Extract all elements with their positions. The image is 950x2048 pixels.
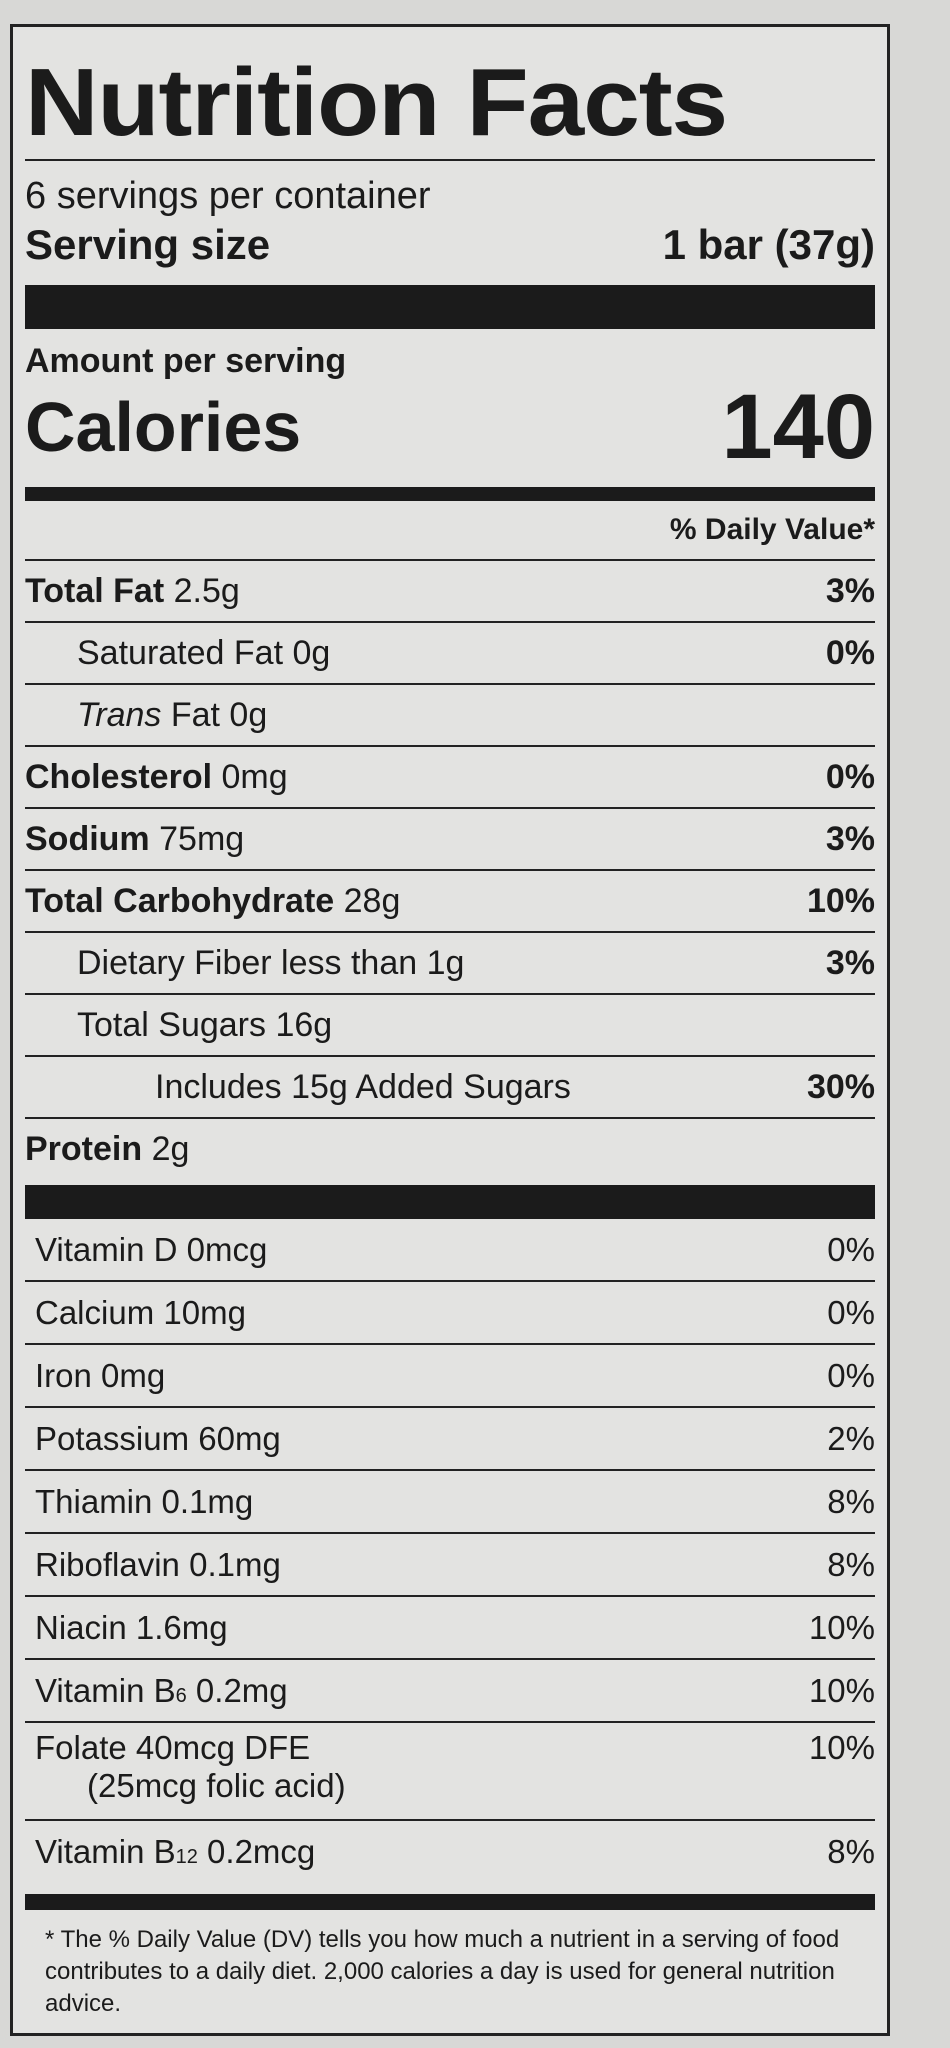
serving-size-label: Serving size	[25, 221, 271, 268]
vitamin-row-iron: Iron 0mg 0%	[25, 1345, 875, 1408]
label-title: Nutrition Facts	[25, 49, 728, 156]
nutrient-row-protein: Protein 2g	[25, 1119, 875, 1179]
nutrient-dv: 0%	[825, 633, 875, 672]
vitamin-name: Vitamin B	[35, 1832, 176, 1870]
nutrient-amount: 2g	[151, 1129, 190, 1168]
nutrient-name: Sodium	[25, 819, 150, 858]
nutrient-amount: 0g	[292, 633, 331, 672]
calories-value: 140	[721, 376, 876, 478]
vitamin-dv: 0%	[827, 1230, 875, 1268]
vitamin-row-vitamin-b6: Vitamin B6 0.2mg 10%	[25, 1660, 875, 1723]
nutrient-amount: 75mg	[159, 819, 245, 858]
daily-value-header: % Daily Value*	[25, 501, 875, 561]
amount-per-serving: Amount per serving	[25, 342, 347, 380]
vitamin-amount: 0mg	[101, 1356, 166, 1394]
vitamin-amount: 60mg	[198, 1419, 281, 1457]
vitamin-name: Calcium	[35, 1293, 155, 1331]
nutrient-amount: 2.5g	[173, 571, 240, 610]
vitamin-name: Vitamin B	[35, 1671, 176, 1709]
nutrient-row-sodium: Sodium 75mg 3%	[25, 809, 875, 871]
servings-per-container: 6 servings per container	[25, 175, 431, 217]
nutrient-row-saturated-fat: Saturated Fat 0g 0%	[25, 623, 875, 685]
nutrient-row-cholesterol: Cholesterol 0mg 0%	[25, 747, 875, 809]
vitamin-dv: 8%	[827, 1545, 875, 1583]
divider	[25, 159, 875, 161]
calories-label: Calories	[25, 388, 302, 466]
vitamin-dv: 8%	[827, 1832, 875, 1870]
vitamin-amount: 40mcg DFE	[135, 1729, 311, 1766]
vitamin-name: Thiamin	[35, 1482, 153, 1520]
vitamin-row-vitamin-d: Vitamin D 0mcg 0%	[25, 1219, 875, 1282]
vitamin-amount: 0.1mg	[189, 1545, 281, 1583]
vitamin-dv: 0%	[827, 1293, 875, 1331]
nutrient-row-total-carbohydrate: Total Carbohydrate 28g 10%	[25, 871, 875, 933]
calories-row: Calories 140	[25, 381, 875, 473]
vitamin-row-vitamin-b12: Vitamin B12 0.2mcg 8%	[25, 1821, 875, 1882]
nutrient-name: Protein	[25, 1129, 143, 1168]
vitamin-amount: 0.2mcg	[207, 1832, 316, 1870]
vitamin-name: Potassium	[35, 1419, 190, 1457]
nutrient-dv: 0%	[825, 757, 875, 796]
nutrient-row-trans-fat: Trans Fat 0g	[25, 685, 875, 747]
nutrient-name: Total Carbohydrate	[25, 881, 335, 920]
thick-divider	[25, 1185, 875, 1219]
vitamin-subscript: 6	[175, 1684, 187, 1707]
vitamin-dv: 10%	[808, 1608, 875, 1646]
nutrient-dv: 10%	[806, 881, 875, 920]
footnote: * The % Daily Value (DV) tells you how m…	[45, 1926, 840, 2017]
vitamin-dv: 8%	[827, 1482, 875, 1520]
vitamin-subscript: 12	[175, 1845, 198, 1868]
nutrient-amount: 0mg	[221, 757, 288, 796]
nutrient-amount: 16g	[275, 1005, 333, 1044]
vitamin-dv: 10%	[808, 1729, 875, 1766]
nutrient-dv: 3%	[825, 943, 875, 982]
vitamin-dv: 10%	[808, 1671, 875, 1709]
vitamin-name: Folate	[35, 1729, 127, 1766]
vitamin-name: Niacin	[35, 1608, 127, 1646]
thick-divider	[25, 285, 875, 329]
vitamin-name: Iron	[35, 1356, 92, 1394]
nutrient-amount: 1g	[426, 943, 465, 982]
vitamin-note: (25mcg folic acid)	[87, 1767, 346, 1804]
serving-size-value: 1 bar (37g)	[662, 221, 875, 268]
vitamin-amount: 0.1mg	[161, 1482, 254, 1520]
vitamin-name: Vitamin D	[35, 1230, 178, 1268]
nutrient-row-total-sugars: Total Sugars 16g	[25, 995, 875, 1057]
nutrient-amount: 28g	[343, 881, 401, 920]
nutrient-dv: 3%	[825, 819, 875, 858]
nutrient-name-suffix: Fat	[170, 695, 220, 734]
nutrient-dv: 3%	[825, 571, 875, 610]
vitamin-row-folate: Folate 40mcg DFE (25mcg folic acid) 10%	[25, 1723, 875, 1821]
vitamin-amount: 0.2mg	[195, 1671, 288, 1709]
vitamin-amount: 0mcg	[186, 1230, 268, 1268]
nutrient-name: Total Sugars	[77, 1005, 266, 1044]
nutrient-amount: 0g	[229, 695, 268, 734]
vitamin-amount: 10mg	[163, 1293, 246, 1331]
vitamin-dv: 0%	[827, 1356, 875, 1394]
nutrient-name: Dietary Fiber less than	[77, 943, 418, 982]
vitamin-row-riboflavin: Riboflavin 0.1mg 8%	[25, 1534, 875, 1597]
vitamin-dv: 2%	[827, 1419, 875, 1457]
nutrition-facts-label: Nutrition Facts 6 servings per container…	[10, 24, 890, 2036]
nutrient-name: Total Fat	[25, 571, 165, 610]
vitamin-row-thiamin: Thiamin 0.1mg 8%	[25, 1471, 875, 1534]
nutrient-row-total-fat: Total Fat 2.5g 3%	[25, 561, 875, 623]
nutrient-name: Trans	[77, 695, 162, 734]
vitamin-name: Riboflavin	[35, 1545, 180, 1583]
nutrient-row-added-sugars: Includes 15g Added Sugars 30%	[25, 1057, 875, 1119]
medium-divider	[25, 487, 875, 501]
nutrient-row-dietary-fiber: Dietary Fiber less than 1g 3%	[25, 933, 875, 995]
nutrient-name: Saturated Fat	[77, 633, 284, 672]
serving-size: Serving size 1 bar (37g)	[25, 219, 875, 271]
nutrient-dv: 30%	[806, 1067, 875, 1106]
thick-divider	[25, 1894, 875, 1910]
nutrient-name: Includes 15g Added Sugars	[155, 1067, 571, 1106]
vitamin-row-potassium: Potassium 60mg 2%	[25, 1408, 875, 1471]
vitamin-row-calcium: Calcium 10mg 0%	[25, 1282, 875, 1345]
vitamin-amount: 1.6mg	[135, 1608, 228, 1646]
vitamin-row-niacin: Niacin 1.6mg 10%	[25, 1597, 875, 1660]
nutrient-name: Cholesterol	[25, 757, 213, 796]
